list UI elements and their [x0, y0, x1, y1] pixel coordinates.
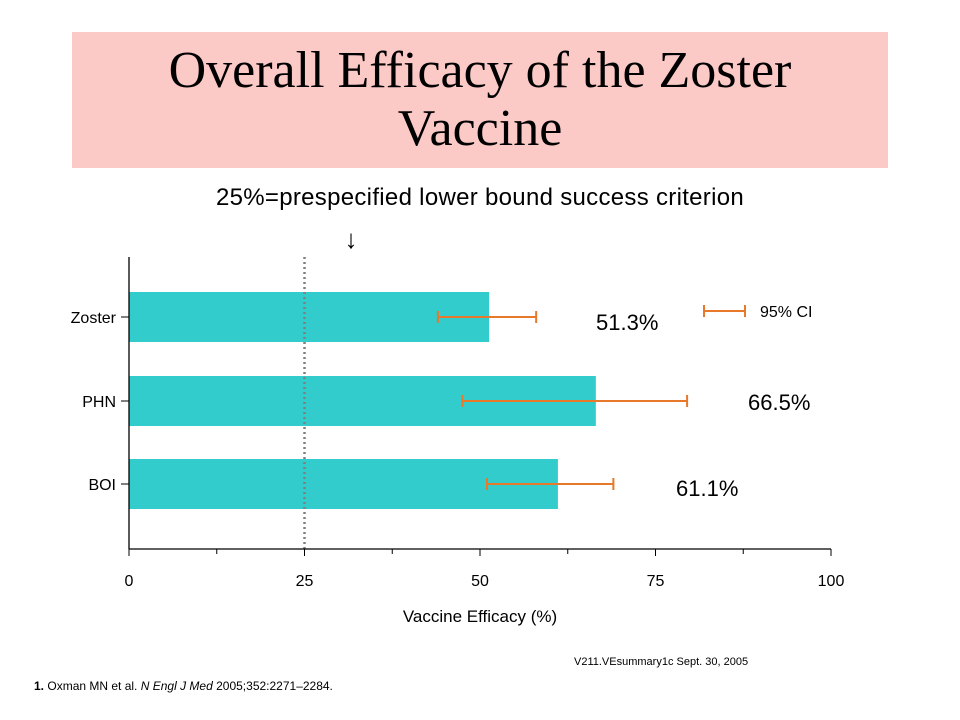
- footnote-journal: N Engl J Med: [140, 679, 213, 693]
- labels-group: 51.3% 66.5% 61.1%: [596, 310, 810, 501]
- error-bar-phn: [461, 395, 689, 407]
- legend-swatch-ci: [703, 305, 746, 317]
- error-bar-zoster: [436, 311, 538, 323]
- footnote-authors: Oxman MN et al.: [47, 679, 138, 693]
- down-arrow-icon: ↓: [344, 224, 358, 254]
- footnote-citation: 2005;352:2271–2284.: [216, 679, 333, 693]
- value-label-boi: 61.1%: [676, 476, 738, 501]
- value-label-zoster: 51.3%: [596, 310, 658, 335]
- x-tick-label: 0: [125, 573, 134, 590]
- x-tick-label: 100: [818, 573, 845, 590]
- x-tick-label: 75: [647, 573, 665, 590]
- bars-group: [129, 292, 596, 509]
- y-tick-label: Zoster: [71, 310, 117, 327]
- x-tick-label: 25: [296, 573, 314, 590]
- slide-title: Overall Efficacy of the Zoster Vaccine: [168, 42, 792, 157]
- x-tick-label: 50: [471, 573, 489, 590]
- slide-code: V211.VEsummary1c Sept. 30, 2005: [574, 656, 749, 668]
- chart-subtitle: 25%=prespecified lower bound success cri…: [215, 184, 745, 211]
- x-axis-label: Vaccine Efficacy (%): [403, 607, 557, 626]
- footnote: 1. Oxman MN et al. N Engl J Med 2005;352…: [34, 679, 333, 693]
- footnote-number: 1.: [34, 679, 45, 693]
- legend-label: 95% CI: [760, 304, 812, 321]
- y-tick-label: BOI: [88, 477, 116, 494]
- error-bar-boi: [486, 478, 615, 490]
- y-tick-label: PHN: [82, 394, 116, 411]
- bar-zoster: [129, 292, 490, 342]
- value-label-phn: 66.5%: [748, 390, 810, 415]
- legend: 95% CI: [703, 304, 812, 321]
- title-banner: Overall Efficacy of the Zoster Vaccine: [72, 32, 888, 168]
- axes-group: Zoster PHN BOI 0 25 50 75 100 Vaccine Efficacy (…: [71, 257, 845, 626]
- error-bars-group: [436, 311, 689, 490]
